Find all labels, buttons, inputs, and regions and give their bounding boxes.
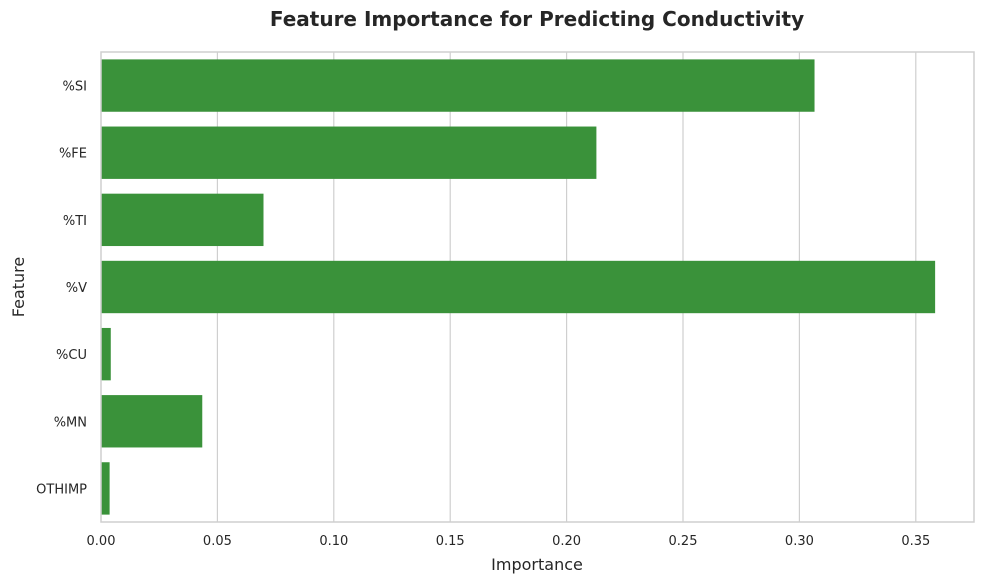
x-tick-labels: 0.00 0.05 0.10 0.15 0.20 0.25 0.30 0.35 [87,534,931,549]
plot-frame [100,51,975,523]
x-tick-label: 0.05 [203,534,232,549]
bar-si [101,59,815,112]
chart-title: Feature Importance for Predicting Conduc… [270,7,804,31]
x-axis-label: Importance [491,555,583,574]
y-tick-label: %V [66,281,87,296]
x-tick-label: 0.30 [785,534,814,549]
x-tick-label: 0.15 [436,534,465,549]
x-tick-label: 0.20 [552,534,581,549]
y-tick-label: %MN [54,415,87,430]
bar-cu [101,327,111,381]
x-tick-label: 0.10 [319,534,348,549]
y-tick-label: %TI [63,214,87,229]
x-tick-label: 0.35 [901,534,930,549]
y-axis-label: Feature [9,257,28,317]
bar-mn [101,395,203,448]
x-tick-label: 0.00 [87,534,116,549]
y-tick-label: OTHIMP [36,482,87,497]
y-tick-labels: %SI %FE %TI %V %CU %MN OTHIMP [36,80,87,498]
bar-othimp [101,462,110,515]
y-tick-label: %FE [59,147,87,162]
bar-ti [101,193,264,247]
bar-layer [101,59,936,515]
bar-fe [101,126,597,179]
y-tick-label: %SI [63,80,87,95]
bar-v [101,260,936,314]
y-tick-label: %CU [56,348,87,363]
x-tick-label: 0.25 [669,534,698,549]
